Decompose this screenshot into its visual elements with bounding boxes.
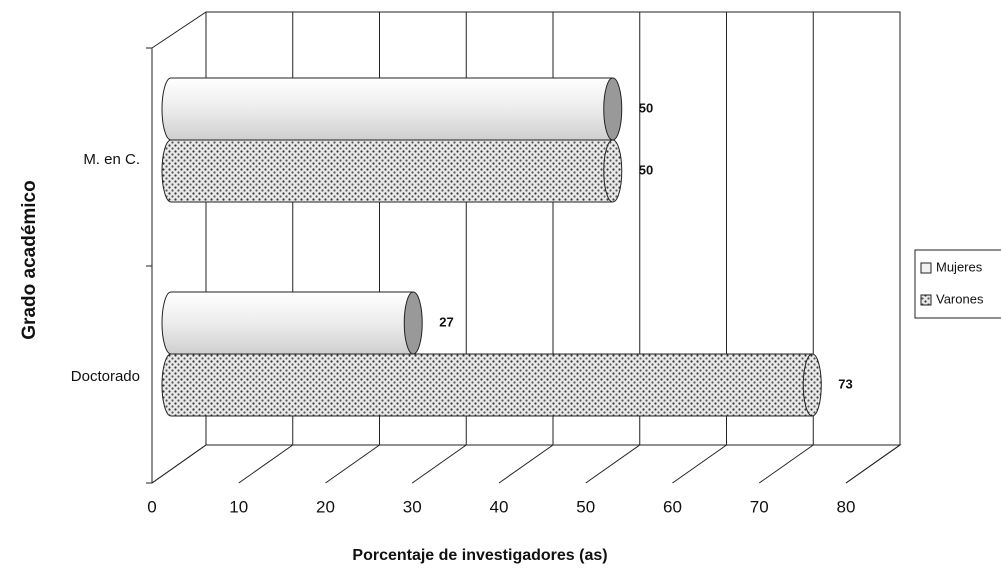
value-label: 50: [639, 162, 653, 177]
x-tick-label: 10: [229, 497, 248, 516]
bar-cap: [403, 291, 423, 355]
floor-line: [238, 444, 294, 484]
legend-box: [914, 249, 1001, 319]
value-label: 50: [639, 100, 653, 115]
x-tick-label: 80: [837, 497, 856, 516]
floor-line: [498, 444, 554, 484]
floor-line: [845, 444, 901, 484]
floor-line: [411, 444, 467, 484]
legend-swatch: [920, 294, 932, 306]
y-axis-title: Grado académico: [19, 180, 40, 339]
bar: [161, 77, 614, 141]
x-tick-label: 70: [750, 497, 769, 516]
x-tick-label: 20: [316, 497, 335, 516]
floor-line: [151, 444, 207, 484]
x-tick-label: 40: [490, 497, 509, 516]
bar: [161, 353, 813, 417]
y-tick-label: M. en C.: [83, 151, 140, 168]
x-tick-label: 30: [403, 497, 422, 516]
legend-label: Varones: [936, 291, 984, 306]
floor-line: [585, 444, 641, 484]
floor-line: [325, 444, 380, 484]
legend-swatch: [920, 262, 932, 274]
x-tick-label: 0: [147, 497, 156, 516]
value-label: 73: [838, 376, 852, 391]
floor-line: [672, 444, 727, 484]
x-tick-label: 60: [663, 497, 682, 516]
y-tick-label: Doctorado: [71, 368, 140, 385]
bar: [161, 291, 414, 355]
floor-line: [758, 444, 814, 484]
bar-cap: [802, 353, 822, 417]
bar-cap: [603, 77, 623, 141]
bar: [161, 139, 614, 203]
bar-cap: [603, 139, 623, 203]
legend-label: Mujeres: [936, 259, 983, 274]
x-axis-title: Porcentaje de investigadores (as): [352, 547, 607, 564]
x-tick-label: 50: [576, 497, 595, 516]
legend: [914, 249, 1001, 319]
value-label: 27: [439, 314, 453, 329]
